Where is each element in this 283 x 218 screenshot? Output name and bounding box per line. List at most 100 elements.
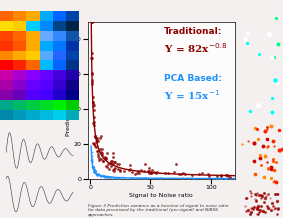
Point [92,120,96,124]
Point [91,100,95,104]
Bar [0,80,13,90]
Point [115,168,120,171]
Bar [13,31,26,41]
Point [115,162,120,165]
Bar [66,110,79,120]
Point [107,175,111,179]
Point [174,162,178,165]
Point [118,169,122,173]
Point [107,176,112,179]
Point [177,172,181,175]
Point [90,51,95,54]
Point [92,169,96,172]
Text: Figure 3 Prediction variance as a function of signal to noise ratio
for data pro: Figure 3 Prediction variance as a functi… [88,204,228,217]
Point [156,177,160,180]
Point [149,168,154,172]
Point [147,171,152,175]
Point [102,175,107,179]
Point [92,165,97,169]
Bar [26,21,40,31]
Point [94,173,99,177]
Point [99,153,104,156]
Bar [0,21,13,31]
Bar [0,31,13,41]
Bar [53,80,66,90]
Point [185,177,189,180]
Point [108,161,112,165]
Point [104,156,108,160]
Point [109,161,113,165]
Point [144,176,148,180]
Point [178,172,183,176]
Point [94,172,99,175]
Point [166,171,170,174]
Point [117,176,121,180]
Point [92,104,96,107]
Point [172,170,176,174]
Point [92,170,96,174]
Text: PCA Based:: PCA Based: [164,74,222,83]
Point [109,165,113,168]
Point [103,174,107,177]
Bar [53,60,66,70]
Point [106,175,110,179]
Point [98,174,103,177]
Point [100,159,105,163]
Point [100,147,104,151]
Point [110,175,114,179]
Bar [66,90,79,100]
Text: Y = 15x$^{-1}$: Y = 15x$^{-1}$ [164,89,220,102]
Point [131,176,135,180]
Point [92,170,96,173]
Point [111,151,116,155]
Bar [66,100,79,110]
Point [112,160,117,163]
Bar [40,90,53,100]
Point [89,160,94,164]
Point [228,175,232,178]
Point [226,175,230,178]
Point [155,170,159,174]
Text: Y = 82x$^{-0.8}$: Y = 82x$^{-0.8}$ [164,41,228,55]
Bar [53,51,66,60]
Point [111,176,116,179]
Point [91,166,95,169]
Bar [0,60,13,70]
Point [222,177,227,180]
Bar [13,11,26,21]
Point [136,176,141,180]
Point [103,164,108,168]
Point [146,169,151,172]
Point [115,176,120,179]
Point [216,177,221,180]
Point [129,170,134,174]
Point [97,136,102,140]
Point [215,177,219,180]
Point [95,136,100,140]
Point [191,177,196,180]
Bar [53,110,66,120]
Point [153,177,158,180]
Point [95,173,100,176]
Point [143,177,147,180]
Point [105,165,109,169]
Bar [40,60,53,70]
Point [142,177,147,180]
Point [96,173,100,177]
Point [108,159,113,162]
Y-axis label: Prediction Variance /%: Prediction Variance /% [66,65,71,136]
Point [93,135,98,138]
Bar [66,60,79,70]
Point [143,162,147,165]
Point [228,177,232,180]
Point [96,149,100,153]
Point [102,157,106,160]
Point [143,177,147,180]
Bar [53,41,66,51]
Point [92,169,97,172]
Point [138,176,143,180]
Point [206,177,210,180]
Bar [40,11,53,21]
Point [130,177,135,180]
Point [93,170,97,173]
